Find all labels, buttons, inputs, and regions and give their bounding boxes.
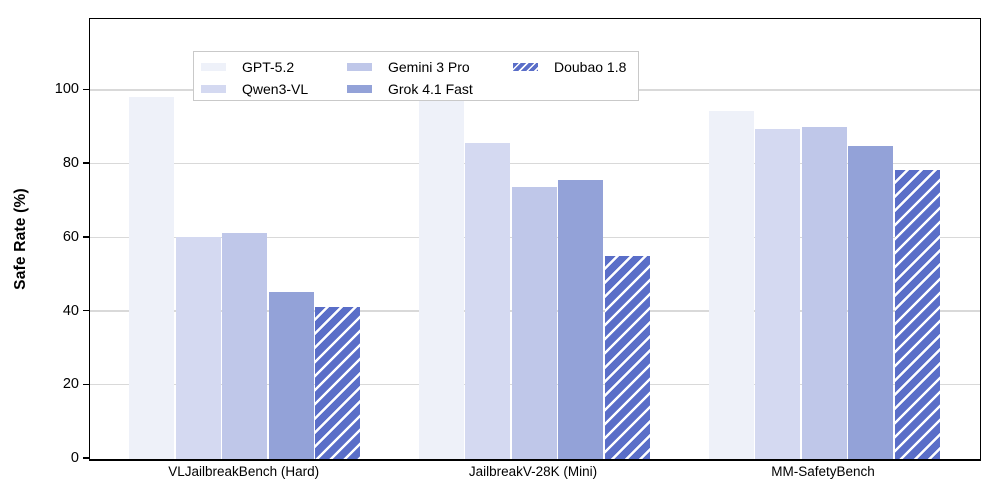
bar-gpt-5-2 bbox=[418, 98, 464, 459]
legend-swatch bbox=[513, 62, 538, 72]
legend-item-gemini-3-pro: Gemini 3 Pro bbox=[347, 56, 513, 78]
y-tick bbox=[83, 88, 89, 91]
bar-qwen3-vl bbox=[175, 237, 221, 459]
y-axis-title: Safe Rate (%) bbox=[12, 188, 29, 290]
legend-label: Doubao 1.8 bbox=[554, 59, 627, 75]
y-tick-label: 100 bbox=[54, 81, 79, 98]
bar-group-1 bbox=[129, 96, 361, 459]
bar-gemini-3-pro bbox=[801, 126, 847, 459]
legend-label: Grok 4.1 Fast bbox=[388, 81, 473, 97]
bar-doubao-1-8 bbox=[894, 170, 940, 459]
y-tick bbox=[83, 162, 89, 164]
y-tick bbox=[83, 309, 89, 312]
bar-group-2 bbox=[418, 98, 650, 459]
bar-gemini-3-pro bbox=[511, 186, 557, 459]
plot-area: GPT-5.2 Qwen3-VL Gemini 3 Pro Grok 4.1 Fast… bbox=[89, 18, 981, 461]
legend-item-qwen3-vl: Qwen3-VL bbox=[201, 78, 347, 100]
y-tick bbox=[83, 457, 89, 459]
bar-doubao-1-8 bbox=[604, 255, 650, 459]
legend-label: Qwen3-VL bbox=[242, 81, 309, 97]
legend-swatch bbox=[201, 62, 226, 72]
y-tick bbox=[83, 383, 89, 385]
y-tick-label: 40 bbox=[62, 302, 79, 319]
bar-group-3 bbox=[708, 111, 940, 459]
bar-grok-4-1-fast bbox=[848, 145, 893, 459]
y-tick-label: 0 bbox=[70, 450, 79, 466]
legend: GPT-5.2 Qwen3-VL Gemini 3 Pro Grok 4.1 Fast… bbox=[193, 51, 639, 101]
y-tick-label: 60 bbox=[62, 228, 79, 245]
legend-label: Gemini 3 Pro bbox=[388, 59, 470, 75]
bar-grok-4-1-fast bbox=[558, 180, 603, 459]
bar-gemini-3-pro bbox=[222, 232, 268, 459]
bar-gpt-5-2 bbox=[708, 111, 754, 459]
bar-qwen3-vl bbox=[465, 142, 510, 459]
legend-item-grok-4-1-fast: Grok 4.1 Fast bbox=[347, 78, 513, 100]
legend-swatch bbox=[201, 84, 226, 94]
legend-label: GPT-5.2 bbox=[242, 59, 295, 75]
x-category-label: JailbreakV-28K (Mini) bbox=[468, 464, 598, 479]
y-tick-label: 80 bbox=[62, 155, 79, 172]
legend-item-doubao-1-8: Doubao 1.8 bbox=[513, 56, 634, 78]
y-tick bbox=[83, 236, 89, 238]
x-category-label: MM-SafetyBench bbox=[771, 464, 875, 479]
bar-grok-4-1-fast bbox=[268, 291, 314, 459]
x-category-label: VLJailbreakBench (Hard) bbox=[168, 464, 320, 479]
legend-swatch bbox=[347, 84, 372, 94]
bar-doubao-1-8 bbox=[315, 306, 361, 459]
bar-qwen3-vl bbox=[755, 128, 800, 459]
y-tick-label: 20 bbox=[62, 376, 79, 393]
bar-gpt-5-2 bbox=[129, 96, 175, 459]
gridline-80 bbox=[90, 163, 980, 165]
legend-swatch bbox=[347, 62, 372, 72]
legend-item-gpt-5-2: GPT-5.2 bbox=[201, 56, 347, 78]
